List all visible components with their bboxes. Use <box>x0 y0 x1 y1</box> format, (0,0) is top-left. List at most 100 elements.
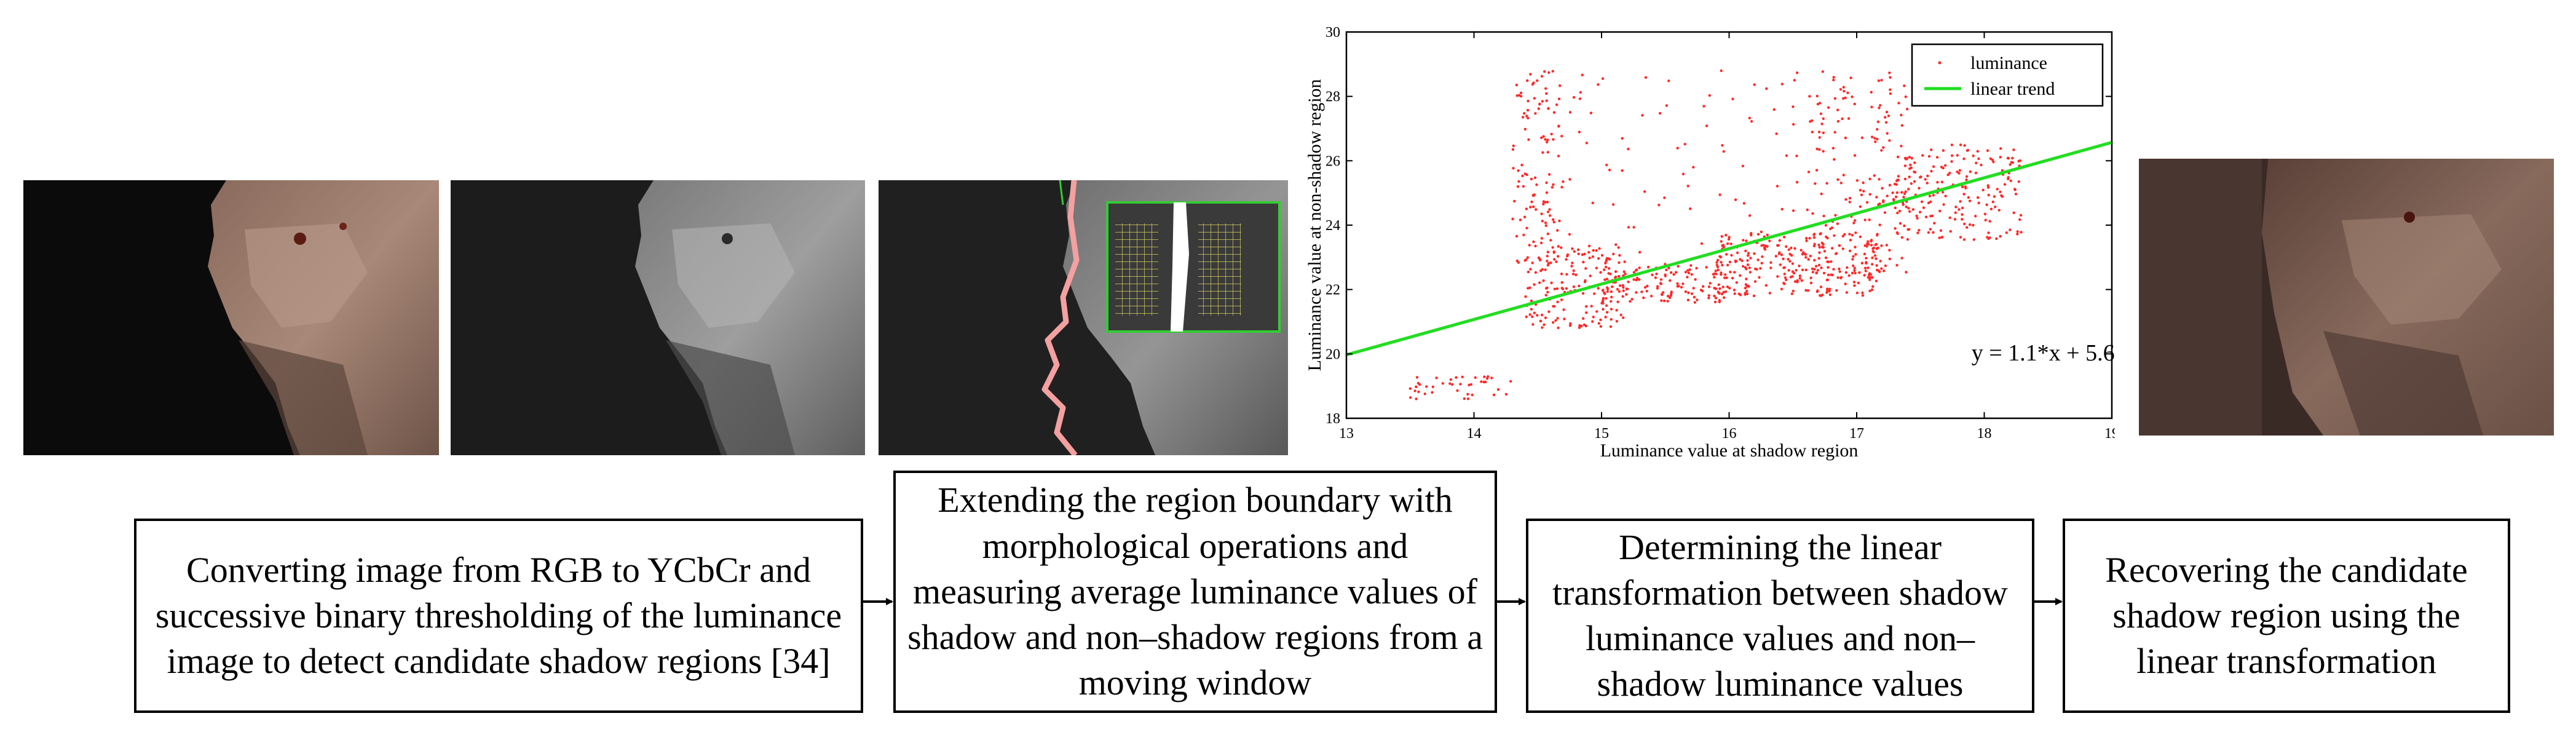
luminance-point <box>1740 259 1744 263</box>
luminance-point <box>1966 226 1969 229</box>
luminance-point <box>1718 287 1721 290</box>
luminance-point <box>1610 290 1613 293</box>
luminance-point <box>1860 193 1863 196</box>
luminance-point <box>1448 382 1452 385</box>
luminance-point <box>1584 305 1588 308</box>
luminance-point <box>1865 261 1868 264</box>
luminance-point <box>1531 82 1535 86</box>
luminance-point <box>1966 149 1970 152</box>
luminance-point <box>1455 376 1458 379</box>
luminance-point <box>1618 284 1622 287</box>
luminance-point <box>1894 227 1897 230</box>
luminance-point <box>1511 217 1514 221</box>
luminance-point <box>1523 112 1526 115</box>
luminance-point <box>1555 287 1559 290</box>
luminance-point <box>1545 191 1549 194</box>
luminance-point <box>1681 172 1685 176</box>
luminance-point <box>1812 244 1816 248</box>
luminance-point <box>1557 97 1561 100</box>
luminance-point <box>1884 116 1887 119</box>
luminance-point <box>1612 252 1615 256</box>
luminance-point <box>1720 271 1723 274</box>
luminance-point <box>1853 102 1856 106</box>
luminance-point <box>1726 263 1729 267</box>
luminance-point <box>1804 256 1808 259</box>
luminance-point <box>1562 308 1565 311</box>
luminance-point <box>1715 263 1718 267</box>
luminance-point <box>1896 155 1900 159</box>
luminance-point <box>1785 245 1788 248</box>
luminance-point <box>1863 252 1867 256</box>
luminance-point <box>1995 237 1998 241</box>
luminance-point <box>1785 154 1788 157</box>
luminance-point <box>1811 267 1814 271</box>
luminance-point <box>1560 186 1563 189</box>
luminance-point <box>1756 258 1760 261</box>
luminance-point <box>1659 278 1663 281</box>
luminance-point <box>1731 97 1734 101</box>
luminance-point <box>1601 77 1605 80</box>
luminance-point <box>1832 76 1835 79</box>
luminance-point <box>1536 314 1539 317</box>
luminance-point <box>1614 276 1617 279</box>
luminance-point <box>1863 266 1867 269</box>
luminance-point <box>1525 114 1528 117</box>
luminance-point <box>1821 70 1824 73</box>
step-3-text: Determining the linear transformation be… <box>1552 527 2008 704</box>
step-3-box: Determining the linear transformation be… <box>1526 519 2034 713</box>
luminance-point <box>1602 288 1605 292</box>
luminance-point <box>1815 290 1819 293</box>
luminance-point <box>1533 97 1536 100</box>
luminance-point <box>1603 292 1606 295</box>
luminance-point <box>1525 226 1528 229</box>
luminance-point <box>1871 285 1875 288</box>
luminance-point <box>1862 189 1865 193</box>
luminance-point <box>1606 290 1609 293</box>
luminance-point <box>1529 73 1532 76</box>
luminance-point <box>1463 397 1466 400</box>
luminance-point <box>1588 257 1591 260</box>
luminance-point <box>1589 111 1593 114</box>
luminance-point <box>1763 248 1767 251</box>
luminance-point <box>1780 82 1784 86</box>
luminance-point <box>1875 279 1878 282</box>
luminance-point <box>1557 124 1560 127</box>
luminance-point <box>1539 269 1543 273</box>
luminance-point <box>1787 269 1790 272</box>
y-tick-label: 30 <box>1326 25 1340 41</box>
luminance-point <box>2013 188 2017 191</box>
luminance-point <box>1871 263 1874 266</box>
luminance-point <box>1533 176 1537 180</box>
luminance-point <box>1782 257 1785 260</box>
luminance-point <box>1529 205 1532 209</box>
luminance-point <box>1836 108 1839 111</box>
luminance-point <box>1806 208 1809 212</box>
luminance-point <box>1592 316 1595 319</box>
luminance-point <box>1688 268 1691 271</box>
luminance-point <box>1415 397 1418 400</box>
luminance-point <box>1875 257 1878 260</box>
luminance-point <box>1848 201 1851 204</box>
luminance-point <box>1776 185 1779 188</box>
luminance-point <box>1987 231 1990 234</box>
luminance-point <box>1581 73 1584 77</box>
luminance-point <box>1670 290 1673 293</box>
luminance-point <box>1760 261 1763 265</box>
luminance-point <box>1664 274 1667 277</box>
luminance-point <box>1744 293 1747 296</box>
luminance-point <box>1672 273 1675 276</box>
luminance-point <box>1918 210 1922 213</box>
luminance-point <box>1759 267 1762 270</box>
luminance-point <box>1964 186 1967 189</box>
luminance-point <box>1534 271 1538 274</box>
luminance-point <box>1852 221 1855 225</box>
luminance-point <box>1942 203 1945 206</box>
luminance-point <box>1859 235 1862 239</box>
luminance-point <box>1690 273 1693 276</box>
luminance-point <box>1958 208 1961 211</box>
luminance-point <box>1769 261 1772 264</box>
luminance-point <box>1753 83 1756 86</box>
luminance-point <box>1836 120 1840 123</box>
luminance-point <box>1745 239 1748 242</box>
luminance-point <box>1940 236 1943 239</box>
